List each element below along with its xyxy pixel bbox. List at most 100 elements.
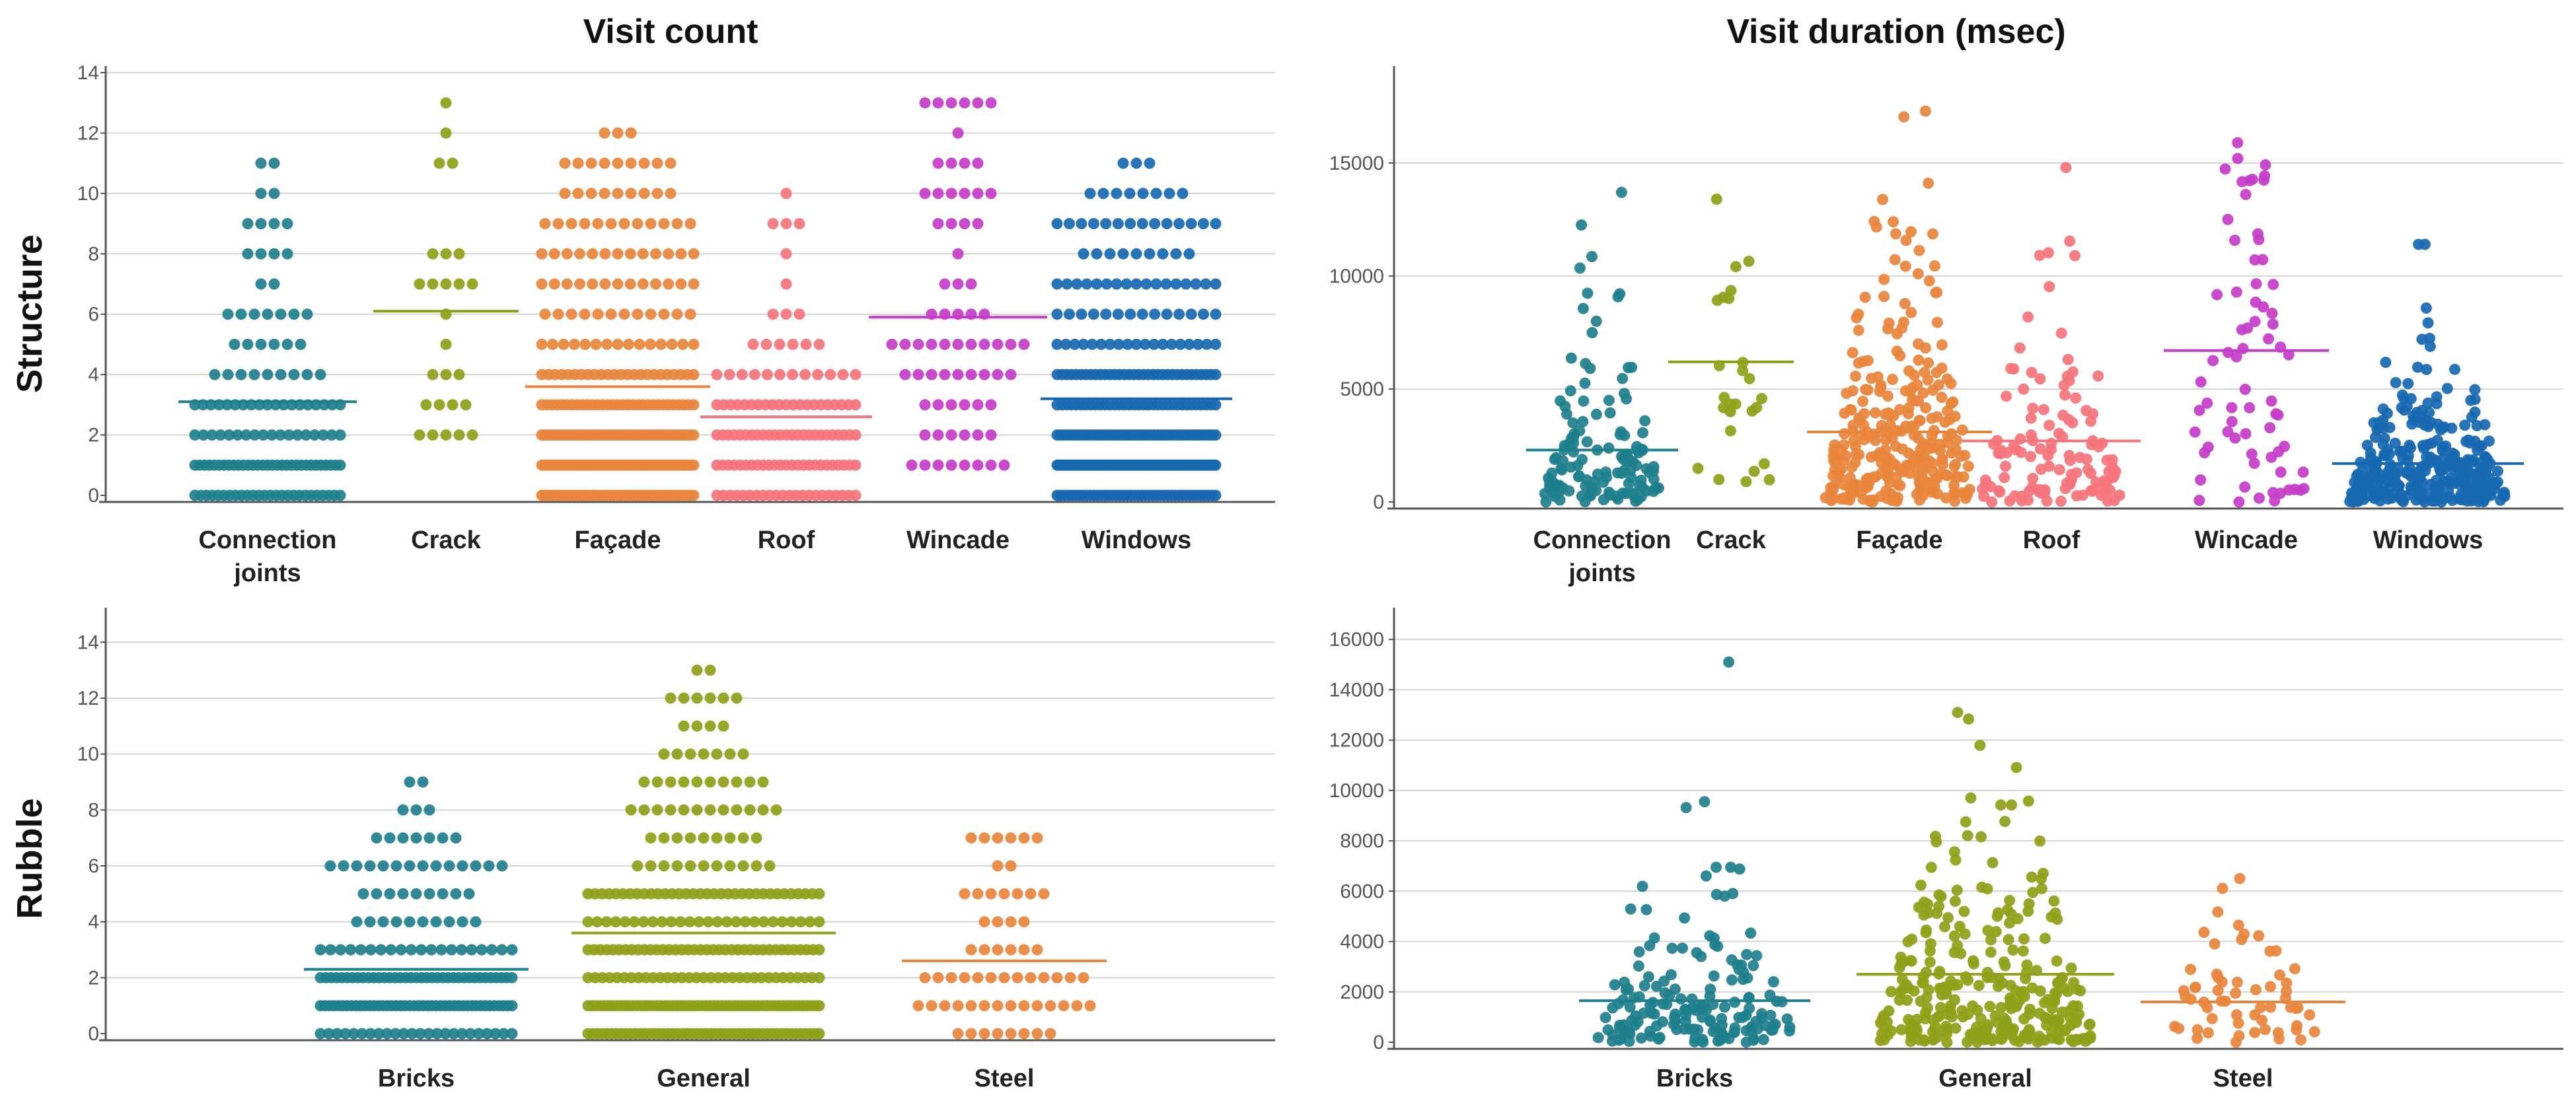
data-point [1853,324,1864,336]
x-tick-label-crack: Crack [1696,526,1766,554]
data-point [255,338,267,350]
data-point [1944,1000,1956,1012]
data-point [724,748,736,760]
data-point [731,692,743,704]
data-point [1997,977,2008,989]
data-point [1740,1025,1752,1036]
data-point [767,916,779,928]
data-point [972,888,984,900]
data-point [1930,287,1942,299]
data-point [2411,406,2423,418]
data-point [1161,308,1173,320]
x-tick-label-roof: Roof [758,526,815,554]
data-point [2005,979,2016,991]
data-point [2239,384,2251,395]
data-point [932,972,944,983]
y-tick-label: 10000 [1329,266,1384,287]
data-point [704,776,716,788]
data-point [952,338,964,350]
data-point [1615,186,1627,198]
data-point [952,1000,964,1012]
data-point [1640,485,1652,497]
data-point [1590,315,1602,327]
data-point [1564,385,1576,397]
data-point [992,338,1004,350]
data-point [2211,289,2223,301]
data-point [314,944,326,956]
data-point [2169,1020,2181,1032]
data-point [638,157,650,169]
data-point [704,692,716,704]
data-point [397,832,409,844]
data-point [365,1028,377,1040]
data-point [1737,1012,1748,1023]
data-point [2378,448,2390,460]
data-point [1210,429,1222,441]
data-point [1565,352,1577,364]
data-point [1117,248,1129,260]
data-point [2234,872,2246,884]
series-windows [1051,157,1222,501]
data-point [242,248,254,260]
data-point [1716,1012,1728,1024]
data-point [1882,1029,1894,1041]
data-point [1173,308,1185,320]
data-point [2249,1026,2261,1038]
data-point [1606,1035,1618,1047]
row-title-structure: Structure [10,234,50,393]
data-point [2005,363,2017,374]
data-point [2421,488,2433,500]
data-point [427,369,439,380]
data-point [1639,415,1651,427]
data-point [1177,188,1189,199]
data-point [2232,137,2244,149]
data-point [242,338,254,350]
series-roof [1977,162,2125,508]
data-point [651,804,663,816]
data-point [1576,219,1588,231]
data-point [2484,435,2495,447]
data-point [1941,1036,1953,1048]
data-point [1889,254,1901,266]
data-point [978,944,990,956]
data-point [1210,278,1222,290]
x-tick-label-crack: Crack [411,526,481,554]
data-point [490,1028,501,1040]
x-tick-label-roof: Roof [2023,526,2080,554]
panel-rubble-count: 0 2 4 6 8 10 12 14 Bricks General Steel [77,608,1275,1092]
data-point [952,1028,964,1040]
data-point [939,369,951,380]
data-point [1950,1022,1962,1034]
data-point [678,692,690,704]
data-point [381,1028,393,1040]
data-point [1666,942,1678,954]
data-point [1064,218,1075,230]
data-point [813,916,825,928]
data-point [959,218,971,230]
data-point [2042,450,2054,462]
data-point [688,278,700,290]
data-point [1729,997,1741,1008]
data-point [1136,308,1148,320]
data-point [1637,427,1648,439]
x-tick-label-fa-ade: Façade [1857,526,1943,554]
data-point [2390,376,2402,388]
data-point [992,1028,1004,1040]
data-point [786,916,797,928]
y-tick-label: 8000 [1340,830,1384,852]
data-point [1946,1011,1958,1022]
data-point [440,369,452,380]
data-point [1615,426,1627,438]
data-point [1998,956,2010,968]
data-point [718,804,729,816]
data-point [585,157,597,169]
data-point [650,278,661,290]
data-point [1913,395,1925,407]
data-point [334,459,346,471]
data-point [189,429,201,441]
data-point [255,218,267,230]
data-point [258,429,269,441]
data-point [758,916,770,928]
data-point [1574,262,1586,274]
data-point [2469,384,2481,396]
